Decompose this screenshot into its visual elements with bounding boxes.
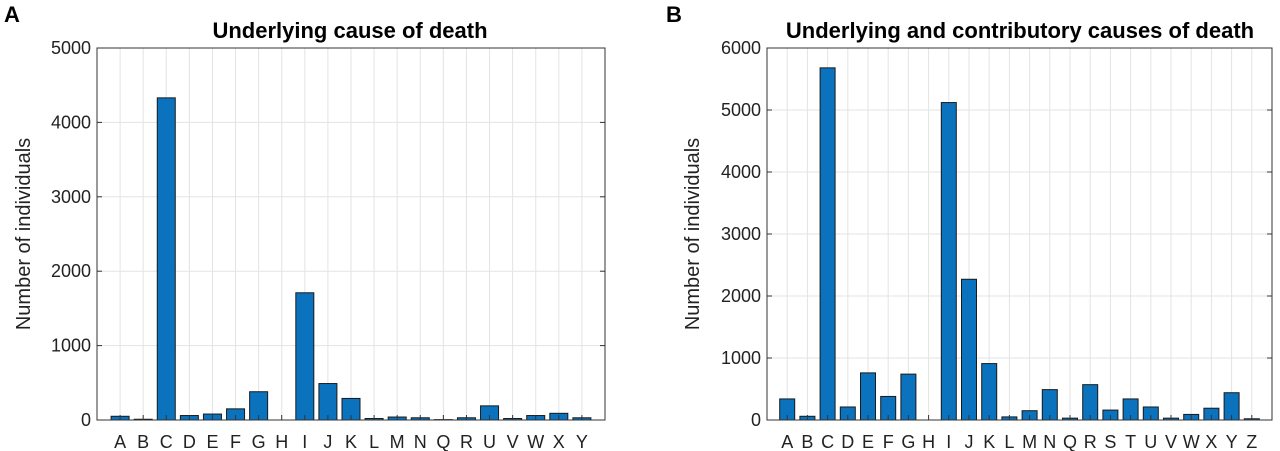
y-tick-label: 1000: [721, 348, 761, 368]
y-tick-label: 2000: [51, 261, 91, 281]
chart-underlying-cause: A Underlying cause of death 0 1000 2000 3000 4…: [4, 2, 606, 451]
x-tick-label-T: T: [1125, 432, 1136, 451]
y-tick-label: 2000: [721, 286, 761, 306]
chart-title: Underlying and contributory causes of de…: [786, 18, 1254, 43]
x-tick-label-A: A: [114, 432, 126, 451]
x-tick-label-B: B: [137, 432, 149, 451]
x-tick-label-Q: Q: [436, 432, 450, 451]
x-tick-label-M: M: [1022, 432, 1037, 451]
x-tick-label-C: C: [821, 432, 834, 451]
y-axis-label: Number of individuals: [13, 138, 35, 330]
x-tick-label-Z: Z: [1246, 432, 1257, 451]
x-tick-label-D: D: [183, 432, 196, 451]
y-tick-label: 6000: [721, 38, 761, 58]
x-tick-label-K: K: [983, 432, 995, 451]
x-tick-label-I: I: [302, 432, 307, 451]
x-tick-label-R: R: [460, 432, 473, 451]
x-tick-label-N: N: [414, 432, 427, 451]
bar-I: [940, 102, 957, 421]
x-tick-label-Q: Q: [1063, 432, 1077, 451]
x-tick-label-X: X: [1205, 432, 1217, 451]
x-tick-label-C: C: [160, 432, 173, 451]
x-tick-label-H: H: [275, 432, 288, 451]
bar-J: [318, 383, 338, 421]
x-tick-label-W: W: [527, 432, 544, 451]
x-tick-label-H: H: [922, 432, 935, 451]
x-tick-label-A: A: [781, 432, 793, 451]
x-tick-label-M: M: [390, 432, 405, 451]
bar-G: [900, 373, 917, 421]
bar-R: [1082, 384, 1099, 421]
x-tick-label-I: I: [946, 432, 951, 451]
bar-J: [961, 278, 977, 421]
x-tick-label-J: J: [965, 432, 974, 451]
x-tick-label-F: F: [230, 432, 241, 451]
y-axis-label: Number of individuals: [682, 138, 704, 330]
x-tick-label-U: U: [1144, 432, 1157, 451]
y-tick-label: 3000: [51, 187, 91, 207]
bar-C: [819, 67, 836, 421]
x-tick-label-G: G: [901, 432, 915, 451]
x-tick-label-G: G: [252, 432, 266, 451]
x-tick-label-D: D: [841, 432, 854, 451]
bar-C: [156, 97, 176, 421]
x-tick-label-F: F: [883, 432, 894, 451]
x-tick-label-X: X: [553, 432, 565, 451]
x-tick-label-L: L: [1004, 432, 1014, 451]
y-tick-label: 5000: [721, 100, 761, 120]
chart-title: Underlying cause of death: [212, 18, 487, 43]
y-tick-label: 5000: [51, 38, 91, 58]
x-tick-label-R: R: [1084, 432, 1097, 451]
y-tick-label: 0: [81, 410, 91, 430]
y-tick-label: 3000: [721, 224, 761, 244]
x-tick-label-E: E: [862, 432, 874, 451]
y-tick-label: 1000: [51, 336, 91, 356]
x-tick-label-V: V: [507, 432, 519, 451]
x-tick-label-U: U: [483, 432, 496, 451]
x-tick-label-L: L: [369, 432, 379, 451]
x-tick-label-N: N: [1043, 432, 1056, 451]
x-tick-label-Y: Y: [1226, 432, 1238, 451]
x-tick-label-K: K: [345, 432, 357, 451]
x-tick-label-V: V: [1165, 432, 1177, 451]
bar-K: [981, 363, 998, 421]
x-tick-label-B: B: [801, 432, 813, 451]
x-tick-label-Y: Y: [576, 432, 588, 451]
bar-E: [860, 372, 876, 421]
chart-underlying-and-contributory: B Underlying and contributory causes of d…: [666, 2, 1273, 451]
y-tick-label: 4000: [721, 162, 761, 182]
x-tick-label-E: E: [206, 432, 218, 451]
x-tick-label-S: S: [1104, 432, 1116, 451]
y-tick-label: 0: [751, 410, 761, 430]
y-tick-label: 4000: [51, 112, 91, 132]
x-tick-label-W: W: [1183, 432, 1200, 451]
panel-letter: A: [4, 2, 20, 27]
panel-letter: B: [666, 2, 682, 27]
bar-I: [295, 292, 315, 421]
x-tick-label-J: J: [323, 432, 332, 451]
